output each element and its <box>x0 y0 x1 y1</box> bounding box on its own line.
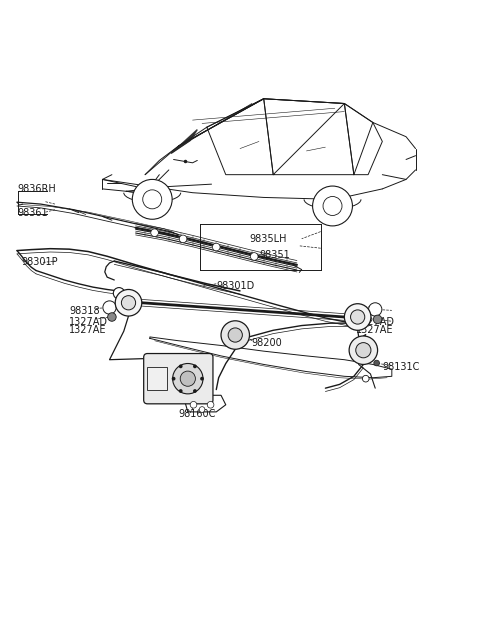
Circle shape <box>151 229 158 236</box>
Circle shape <box>221 321 250 349</box>
Circle shape <box>173 363 203 394</box>
Circle shape <box>113 288 125 299</box>
Text: 98301D: 98301D <box>216 281 254 291</box>
Circle shape <box>369 303 382 316</box>
Circle shape <box>108 313 116 321</box>
Circle shape <box>179 365 182 368</box>
Text: 98361: 98361 <box>17 207 48 217</box>
Circle shape <box>190 401 197 408</box>
Circle shape <box>179 389 182 393</box>
Circle shape <box>200 377 204 380</box>
Circle shape <box>103 301 116 314</box>
Text: 1327AE: 1327AE <box>69 325 107 335</box>
Text: 98318: 98318 <box>349 306 380 316</box>
Polygon shape <box>171 129 197 153</box>
Circle shape <box>344 304 371 330</box>
Text: 98100: 98100 <box>157 392 188 403</box>
Text: 98351: 98351 <box>259 250 290 261</box>
Text: 9835LH: 9835LH <box>250 234 287 243</box>
Circle shape <box>172 377 176 380</box>
Circle shape <box>213 243 220 251</box>
Circle shape <box>180 371 195 386</box>
Circle shape <box>193 365 197 368</box>
Text: 1327AE: 1327AE <box>356 325 394 335</box>
FancyBboxPatch shape <box>144 354 213 404</box>
Text: 98301P: 98301P <box>22 257 59 268</box>
Circle shape <box>207 401 214 408</box>
Text: 1327AD: 1327AD <box>69 317 108 327</box>
Circle shape <box>121 295 136 310</box>
Circle shape <box>251 253 258 260</box>
Text: 9836RH: 9836RH <box>17 184 56 194</box>
Text: 98318: 98318 <box>69 306 100 316</box>
Circle shape <box>374 360 380 366</box>
Circle shape <box>115 290 142 316</box>
Text: 98200: 98200 <box>252 338 283 348</box>
Text: 98131C: 98131C <box>383 362 420 372</box>
Circle shape <box>362 375 369 382</box>
Circle shape <box>132 179 172 219</box>
Circle shape <box>349 336 378 365</box>
Circle shape <box>228 328 242 342</box>
Circle shape <box>373 315 382 323</box>
FancyBboxPatch shape <box>146 367 168 390</box>
Circle shape <box>199 406 205 412</box>
Circle shape <box>350 310 365 324</box>
Text: 98160C: 98160C <box>179 410 216 419</box>
Text: 1327AD: 1327AD <box>356 317 395 327</box>
Circle shape <box>179 235 187 243</box>
Circle shape <box>312 186 352 226</box>
Circle shape <box>356 342 371 358</box>
Circle shape <box>193 389 197 393</box>
